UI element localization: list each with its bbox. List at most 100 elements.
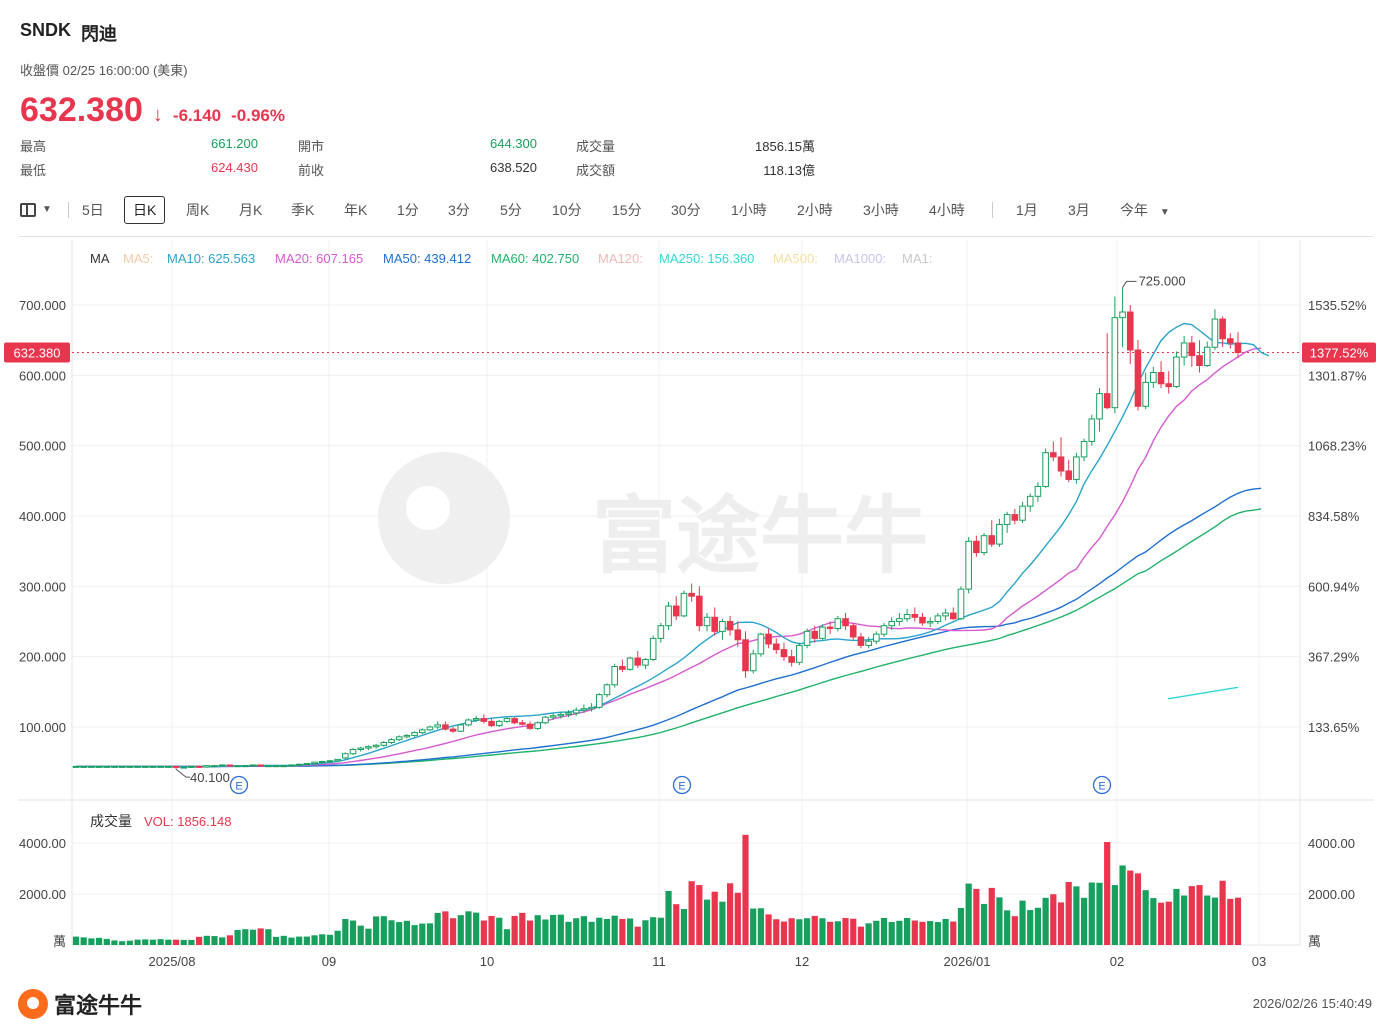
volume-bar [1011, 916, 1018, 945]
candle-body [442, 724, 449, 730]
volume-bar [219, 937, 226, 945]
volume-bar [942, 918, 949, 945]
candle-body [1080, 440, 1088, 458]
volume-bar [249, 929, 257, 945]
percent-tick-right: 1535.52% [1308, 298, 1367, 313]
candle-body [449, 728, 457, 732]
period-3h[interactable]: 3小時 [863, 202, 899, 218]
volume-bar [934, 922, 941, 945]
period-2h[interactable]: 2小時 [797, 202, 833, 218]
candle-body [180, 766, 188, 769]
volume-bar [326, 934, 334, 945]
candle-body [1088, 418, 1096, 442]
candle-body [349, 749, 357, 755]
volume-bar [742, 834, 749, 945]
candle-body [749, 653, 757, 672]
candle-body [711, 616, 719, 632]
volume-bar [180, 939, 187, 945]
candle-body [826, 626, 834, 630]
candle-body [472, 718, 480, 721]
period-4h[interactable]: 4小時 [929, 202, 965, 218]
range-3m[interactable]: 3月 [1068, 202, 1090, 218]
volume-bar [642, 920, 649, 945]
candle-body [134, 765, 141, 768]
candle-body [842, 618, 849, 627]
volume-bar [72, 936, 80, 945]
earnings-marker [672, 775, 692, 795]
period-15min[interactable]: 15分 [612, 202, 642, 218]
candle-body [880, 625, 888, 635]
volume-bar [827, 921, 834, 945]
volume-axes: 成交量 VOL: 1856.148 4000.00 2000.00 萬 4000.00 20… [19, 813, 1355, 949]
candle-body [649, 637, 657, 660]
earnings-marker-label: E [1098, 781, 1105, 793]
candle-body [865, 640, 872, 646]
volume-bar [242, 929, 249, 945]
candle-body [857, 636, 865, 646]
candle-body [1119, 311, 1126, 319]
turnover-label: 成交額 [576, 163, 616, 178]
volume-bar [611, 915, 618, 945]
range-ytd[interactable]: 今年 ▼ [1120, 196, 1170, 224]
period-daily[interactable]: 日K [124, 196, 166, 224]
candle-body [388, 739, 395, 743]
volume-bar [280, 935, 287, 945]
period-10min[interactable]: 10分 [552, 202, 582, 218]
period-30min[interactable]: 30分 [671, 202, 701, 218]
candle-body [1126, 311, 1134, 351]
volume-bar [1073, 886, 1080, 945]
high-value: 661.200 [211, 136, 258, 151]
volume-bar [634, 926, 641, 945]
candle-body [888, 621, 896, 627]
volume-bar [157, 939, 164, 945]
candle-body [272, 765, 280, 768]
volume-bar [103, 938, 110, 945]
period-1min[interactable]: 1分 [397, 202, 419, 218]
x-tick-label: 12 [795, 954, 809, 969]
range-1m[interactable]: 1月 [1016, 202, 1038, 218]
period-quarterly[interactable]: 季K [291, 202, 315, 218]
volume-bar [388, 920, 395, 945]
candle-body [365, 746, 372, 749]
volume-bar [257, 928, 264, 945]
x-tick-label: 03 [1252, 954, 1266, 969]
watermark-logo-icon [378, 452, 510, 584]
volume-bar [473, 912, 480, 945]
volume-bar [342, 918, 349, 945]
volume-bar [1234, 897, 1242, 945]
candle-body [149, 765, 157, 768]
volume-bar [603, 918, 611, 945]
period-3min[interactable]: 3分 [448, 202, 470, 218]
volume-bar [172, 939, 180, 945]
candle-body [1196, 355, 1203, 366]
period-5d[interactable]: 5日 [82, 202, 104, 218]
candle-body [188, 765, 195, 768]
ma250-line [1167, 686, 1239, 700]
period-monthly[interactable]: 月K [239, 202, 263, 218]
volume-bar [842, 917, 849, 945]
candle-body [811, 630, 819, 639]
candle-body [634, 657, 642, 666]
period-weekly[interactable]: 周K [186, 202, 210, 218]
annotations: 725.000 40.100 E E E [175, 273, 1186, 795]
volume-bar [511, 915, 518, 945]
brand-name: 富途牛牛 [54, 993, 143, 1018]
volume-bar [965, 883, 972, 945]
candle-body [1211, 318, 1219, 348]
ma-legend-item: MA120: [598, 251, 643, 266]
volume-bar [80, 937, 87, 945]
x-tick-label: 11 [652, 954, 666, 969]
volume-bar [311, 935, 318, 945]
volume-bar [1127, 870, 1134, 945]
ticker-symbol: SNDK [20, 20, 72, 40]
volume-bar [1165, 901, 1172, 945]
period-5min[interactable]: 5分 [500, 202, 522, 218]
candle-body [1003, 514, 1011, 525]
candle-body [1180, 342, 1188, 358]
volume-bar [203, 935, 210, 945]
period-yearly[interactable]: 年K [344, 202, 368, 218]
period-1h[interactable]: 1小時 [731, 202, 767, 218]
chevron-down-icon: ▼ [1159, 207, 1170, 218]
volume-tick-left: 萬 [53, 934, 66, 949]
